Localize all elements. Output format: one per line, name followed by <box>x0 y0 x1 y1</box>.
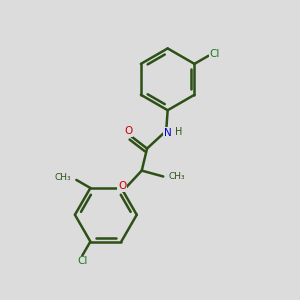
Text: CH₃: CH₃ <box>54 173 71 182</box>
Text: O: O <box>118 181 126 191</box>
Text: N: N <box>164 128 172 138</box>
Text: H: H <box>175 127 182 137</box>
Text: Cl: Cl <box>210 49 220 59</box>
Text: Cl: Cl <box>77 256 88 266</box>
Text: O: O <box>124 126 132 136</box>
Text: CH₃: CH₃ <box>169 172 185 181</box>
